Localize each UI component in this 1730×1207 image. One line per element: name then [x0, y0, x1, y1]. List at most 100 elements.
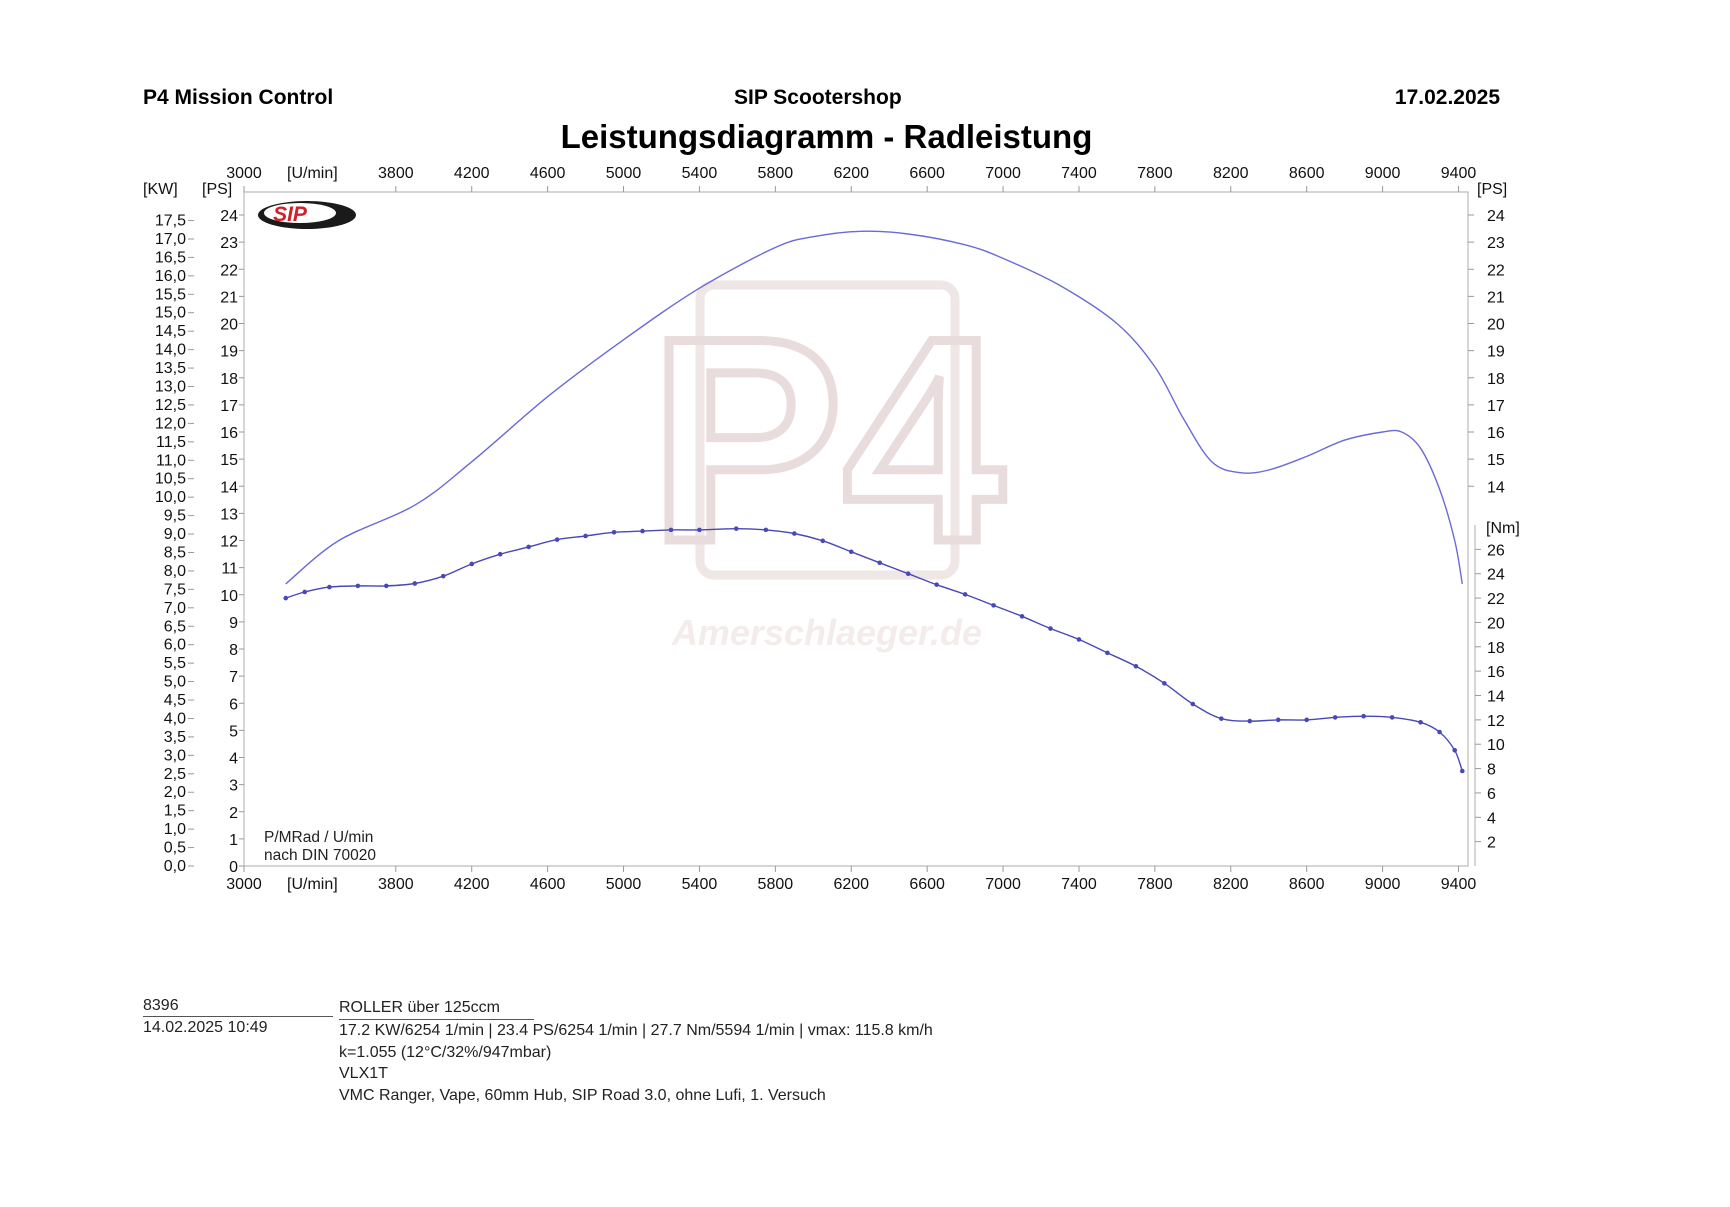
- ps-left-tick-label: 0: [229, 859, 238, 876]
- torque-data-point: [1418, 719, 1423, 725]
- torque-data-point: [1190, 701, 1196, 707]
- ps-right-tick-label: 17: [1487, 398, 1505, 415]
- torque-data-point: [1460, 768, 1465, 774]
- torque-data-point: [583, 533, 588, 539]
- torque-data-point: [412, 581, 418, 586]
- ps-left-tick-label: 19: [220, 344, 238, 361]
- nm-tick-label: 16: [1487, 664, 1505, 681]
- torque-data-point: [526, 544, 531, 550]
- ps-left-tick-label: 21: [220, 289, 238, 306]
- x-tick-label-top: 5000: [606, 165, 642, 182]
- ps-right-tick-label: 21: [1487, 289, 1505, 306]
- footer-line-results: 17.2 KW/6254 1/min | 23.4 PS/6254 1/min …: [339, 1021, 933, 1039]
- watermark-text: P4: [650, 278, 1007, 602]
- kw-tick-label: 15,0: [155, 305, 186, 322]
- kw-tick-label: 12,5: [155, 397, 186, 414]
- x-tick-label-bottom: 5000: [606, 876, 642, 893]
- nm-tick-label: 14: [1487, 689, 1505, 706]
- kw-tick-label: 7,0: [164, 600, 186, 617]
- kw-tick-label: 9,0: [164, 526, 186, 543]
- kw-tick-label: 16,5: [155, 249, 186, 266]
- kw-axis-label: [KW]: [143, 181, 178, 198]
- x-tick-label-bottom: 4600: [530, 876, 566, 893]
- torque-data-point: [1275, 717, 1281, 723]
- kw-tick-label: 3,0: [164, 747, 186, 764]
- ps-left-tick-label: 2: [229, 805, 238, 822]
- footer-line-correction: k=1.055 (12°C/32%/947mbar): [339, 1043, 552, 1061]
- torque-data-point: [1361, 713, 1366, 719]
- kw-tick-label: 5,5: [164, 655, 186, 672]
- nm-tick-label: 10: [1487, 737, 1505, 754]
- x-tick-label-top: 6600: [909, 165, 945, 182]
- torque-data-point: [327, 584, 332, 590]
- ps-left-tick-label: 13: [220, 506, 238, 523]
- torque-data-point: [1437, 729, 1442, 735]
- torque-data-point: [302, 589, 308, 595]
- kw-tick-label: 11,5: [156, 434, 186, 451]
- kw-tick-label: 4,0: [164, 710, 186, 727]
- x-tick-label-top: 7800: [1137, 165, 1173, 182]
- kw-tick-label: 6,0: [164, 637, 186, 654]
- torque-data-point: [554, 537, 560, 542]
- torque-data-point: [697, 527, 702, 533]
- footer-line-setup: VMC Ranger, Vape, 60mm Hub, SIP Road 3.0…: [339, 1087, 826, 1105]
- nm-tick-label: 2: [1487, 835, 1496, 852]
- torque-data-point: [1389, 715, 1395, 720]
- x-tick-label-bottom: 6200: [833, 876, 869, 893]
- watermark-logo: P4 Amerschlaeger.de: [645, 274, 1011, 654]
- x-unit-label-top: [U/min]: [287, 165, 338, 182]
- torque-data-point: [1133, 663, 1139, 669]
- chart-title: Leistungsdiagramm - Radleistung: [560, 118, 1093, 155]
- torque-curve-line: [285, 527, 1463, 772]
- footer-run-id: 8396: [143, 997, 333, 1017]
- torque-data-point: [991, 603, 996, 608]
- annotation-line-2: nach DIN 70020: [264, 847, 376, 864]
- kw-tick-label: 16,0: [155, 268, 186, 285]
- nm-tick-label: 26: [1487, 542, 1505, 559]
- torque-data-point: [934, 582, 939, 587]
- ps-left-axis-label: [PS]: [202, 181, 232, 198]
- x-unit-label-bottom: [U/min]: [287, 876, 338, 893]
- x-tick-label-bottom: 7000: [985, 876, 1021, 893]
- ps-right-tick-label: 14: [1487, 479, 1505, 496]
- ps-left-tick-label: 10: [220, 588, 238, 605]
- kw-tick-label: 17,5: [155, 213, 186, 230]
- torque-data-point: [820, 538, 826, 544]
- nm-tick-label: 24: [1487, 567, 1505, 584]
- torque-data-point: [763, 527, 769, 533]
- nm-tick-label: 4: [1487, 810, 1496, 827]
- kw-tick-label: 5,0: [164, 674, 186, 691]
- x-tick-label-bottom: 8200: [1213, 876, 1249, 893]
- kw-tick-label: 14,0: [155, 342, 186, 359]
- watermark-url: Amerschlaeger.de: [671, 612, 982, 653]
- ps-left-tick-label: 4: [229, 751, 238, 768]
- torque-data-point: [640, 528, 645, 534]
- torque-data-point: [1247, 718, 1253, 724]
- nm-tick-label: 8: [1487, 762, 1496, 779]
- sip-logo-text: SIP: [273, 203, 308, 226]
- x-tick-label-top: 9000: [1365, 165, 1401, 182]
- footer-line-class: ROLLER über 125ccm: [339, 997, 534, 1020]
- kw-tick-label: 2,5: [164, 766, 186, 783]
- kw-tick-label: 1,0: [164, 821, 186, 838]
- ps-right-tick-label: 15: [1487, 452, 1505, 469]
- torque-data-point: [848, 549, 854, 555]
- torque-data-point: [469, 561, 475, 567]
- ps-left-tick-label: 15: [220, 452, 238, 469]
- nm-tick-label: 6: [1487, 786, 1496, 803]
- kw-tick-label: 2,0: [164, 784, 186, 801]
- nm-axis-label: [Nm]: [1486, 520, 1520, 537]
- torque-data-point: [497, 551, 503, 557]
- x-tick-label-bottom: 4200: [454, 876, 490, 893]
- torque-data-point: [962, 592, 968, 597]
- torque-data-point: [1019, 614, 1025, 619]
- ps-left-tick-label: 22: [220, 262, 238, 279]
- kw-tick-label: 12,0: [155, 415, 186, 432]
- x-tick-label-bottom: 3000: [226, 876, 262, 893]
- ps-right-axis-label: [PS]: [1477, 181, 1507, 198]
- ps-left-tick-label: 14: [220, 479, 238, 496]
- header-date: 17.02.2025: [1394, 86, 1500, 109]
- torque-data-point: [792, 531, 797, 536]
- torque-data-point: [611, 530, 617, 535]
- ps-right-tick-label: 18: [1487, 371, 1505, 388]
